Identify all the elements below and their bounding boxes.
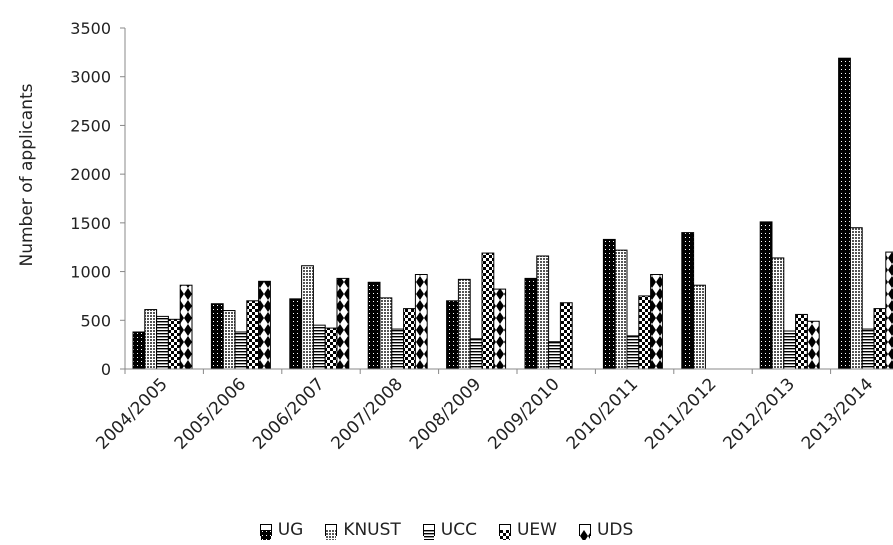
legend-label: UEW: [516, 520, 557, 540]
bar-uew-4: [481, 252, 495, 370]
legend-item-uew: UEW: [498, 520, 557, 540]
bar-ug-4: [446, 300, 459, 370]
bar-ug-9: [838, 57, 851, 370]
legend-swatch: [325, 524, 338, 540]
y-tick-label: 3500: [70, 19, 111, 38]
y-tick-label: 1000: [70, 263, 111, 282]
bar-uew-5: [559, 302, 573, 370]
bar-uew-9: [873, 308, 887, 370]
bar-knust-5: [536, 255, 550, 370]
y-tick-label: 500: [80, 311, 111, 330]
y-tick-label: 3000: [70, 68, 111, 87]
bar-knust-8: [771, 257, 785, 370]
bar-uew-6: [638, 295, 652, 370]
y-tick-label: 2500: [70, 116, 111, 135]
legend-swatch: [422, 524, 435, 540]
x-tick-label: 2006/2007: [249, 374, 328, 453]
bar-knust-1: [222, 310, 236, 370]
bar-knust-7: [693, 284, 706, 370]
legend-swatch: [498, 524, 511, 540]
bar-knust-0: [144, 309, 158, 370]
bar-ucc-4: [469, 338, 483, 370]
x-tick-label: 2009/2010: [484, 374, 563, 453]
x-tick-label: 2004/2005: [92, 374, 171, 453]
bar-uew-1: [246, 300, 260, 370]
legend-swatch: [578, 524, 591, 540]
x-tick-label: 2013/2014: [798, 374, 877, 453]
bar-knust-4: [457, 278, 471, 370]
legend-item-ucc: UCC: [422, 520, 477, 540]
bar-ucc-2: [312, 324, 326, 370]
bar-uew-0: [167, 318, 181, 370]
legend-item-ug: UG: [259, 520, 304, 540]
bar-uew-3: [403, 308, 416, 370]
bar-ug-0: [132, 331, 146, 370]
bars: [132, 57, 893, 370]
bar-ucc-9: [861, 328, 875, 370]
x-axis: 2004/2005 2005/2006 2006/2007 2007/2008 2008…: [92, 368, 893, 454]
x-tick-label: 2010/2011: [563, 374, 642, 453]
bar-uds-1: [258, 280, 271, 370]
bar-uds-4: [493, 288, 507, 370]
bar-ug-3: [367, 281, 381, 370]
bar-ug-2: [289, 298, 303, 370]
bar-uds-8: [806, 320, 820, 370]
legend-item-knust: KNUST: [325, 520, 401, 540]
x-tick-label: 2005/2006: [171, 374, 250, 453]
legend-item-uds: UDS: [578, 520, 634, 540]
y-tick-label: 0: [101, 360, 111, 379]
bar-uds-6: [650, 273, 663, 370]
bar-uds-0: [179, 284, 193, 370]
legend-label: KNUST: [343, 520, 401, 540]
bar-knust-6: [614, 249, 628, 370]
x-tick-label: 2011/2012: [641, 374, 720, 453]
bar-knust-2: [301, 265, 314, 370]
y-tick-label: 1500: [70, 214, 111, 233]
bar-ucc-1: [234, 331, 248, 370]
legend: UG KNUST UCC UEW UDS: [0, 520, 893, 540]
bar-ug-1: [210, 303, 224, 370]
bar-uds-2: [336, 277, 350, 370]
bar-ug-5: [524, 277, 538, 370]
legend-label: UG: [277, 520, 304, 540]
bar-ucc-3: [391, 328, 405, 370]
y-axis: 0 500 1000 1500 2000 2500 3000 3500: [70, 19, 126, 379]
legend-label: UCC: [440, 520, 477, 540]
bar-uds-3: [414, 273, 428, 370]
y-tick-label: 2000: [70, 165, 111, 184]
bar-uds-9: [885, 251, 893, 370]
bar-ug-7: [681, 232, 695, 370]
bar-ug-6: [602, 238, 616, 370]
bar-uew-8: [795, 313, 808, 370]
bar-ucc-0: [156, 315, 169, 370]
x-tick-label: 2008/2009: [406, 374, 485, 453]
x-tick-label: 2007/2008: [328, 374, 407, 453]
y-axis-title: Number of applicants: [17, 83, 37, 266]
bar-ucc-5: [548, 341, 561, 370]
bar-ucc-8: [783, 330, 797, 370]
x-tick-label: 2012/2013: [720, 374, 799, 453]
bar-ug-8: [759, 221, 773, 370]
legend-swatch: [259, 524, 272, 540]
legend-label: UDS: [596, 520, 634, 540]
bar-knust-9: [849, 227, 863, 370]
bar-knust-3: [379, 297, 393, 370]
bar-ucc-6: [626, 335, 640, 370]
bar-uew-2: [324, 327, 338, 370]
